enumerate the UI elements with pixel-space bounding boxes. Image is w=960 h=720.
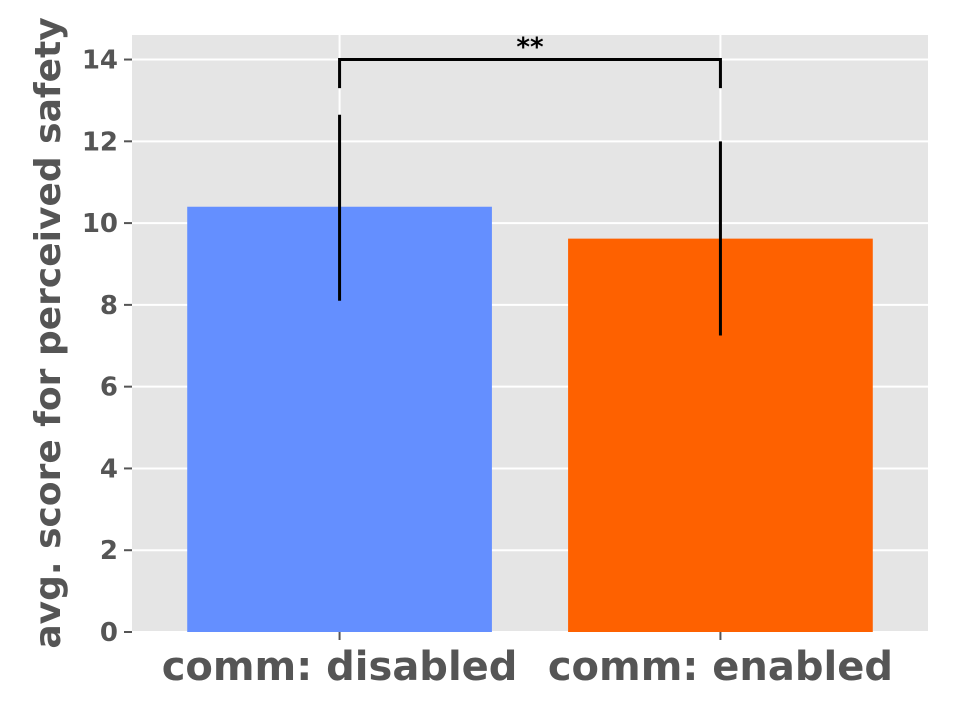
error-bars (338, 114, 722, 336)
y-tick-label: 4 (100, 454, 118, 484)
y-tick-label: 0 (100, 618, 118, 648)
y-tick-label: 6 (100, 373, 118, 403)
bars (187, 206, 873, 632)
x-axis-ticks: comm: disabled comm: enabled (162, 632, 893, 690)
significance-label: ** (516, 33, 544, 63)
x-tick-label: comm: disabled (162, 644, 518, 690)
y-tick-label: 10 (82, 209, 118, 239)
y-tick-label: 2 (100, 536, 118, 566)
significance-line (338, 58, 722, 89)
y-axis-label: avg. score for perceived safety (28, 17, 69, 648)
significance-bracket: ** (338, 33, 722, 89)
y-tick-label: 8 (100, 291, 118, 321)
y-tick-label: 14 (82, 46, 118, 76)
y-tick-label: 12 (82, 127, 118, 157)
y-axis-ticks: 0 2 4 6 8 10 12 14 (82, 46, 132, 648)
x-tick-label: comm: enabled (548, 644, 893, 690)
